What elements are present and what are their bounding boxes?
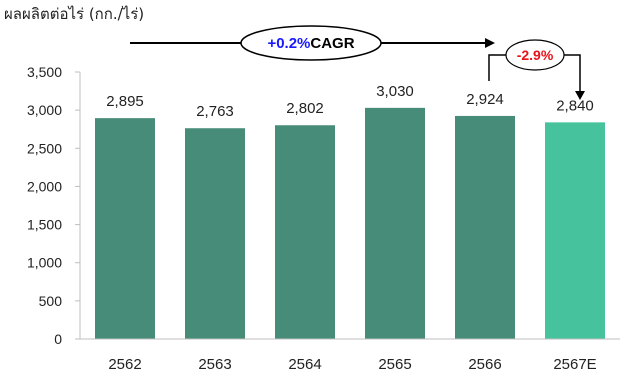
y-axis: 0 500 1,000 1,500 2,000 2,500 3,000 3,500: [27, 64, 81, 347]
x-tick-label-2565: 2565: [378, 356, 411, 373]
y-tick-label: 2,500: [27, 140, 62, 156]
x-tick-label-2563: 2563: [198, 356, 231, 373]
cagr-value: +0.2%: [267, 35, 310, 52]
cagr-annotation: +0.2%CAGR: [130, 25, 495, 61]
y-tick-label: 2,000: [27, 178, 62, 194]
x-axis: 2562 2563 2564 2565 2566 2567E: [80, 338, 620, 373]
data-label-2564: 2,802: [286, 100, 324, 117]
x-tick-label-2562: 2562: [108, 356, 141, 373]
data-label-2566: 2,924: [466, 91, 504, 108]
change-annotation: -2.9%: [488, 39, 585, 100]
y-tick-label: 3,000: [27, 102, 62, 118]
x-tick-label-2566: 2566: [468, 356, 501, 373]
change-arrow-head: [575, 91, 585, 100]
cagr-oval: [240, 25, 382, 61]
data-label-2562: 2,895: [106, 93, 144, 110]
data-label-2567E: 2,840: [556, 97, 594, 114]
y-tick-label: 1,500: [27, 217, 62, 233]
y-tick-label: 3,500: [27, 64, 62, 80]
x-tick-label-2567E: 2567E: [553, 356, 596, 373]
y-tick-label: 500: [39, 293, 63, 309]
bar-2563: [185, 128, 245, 339]
bar-2567E: [545, 122, 605, 339]
change-oval: [505, 39, 565, 71]
cagr-label: CAGR: [310, 35, 354, 52]
data-label-2565: 3,030: [376, 83, 414, 100]
bars: [95, 107, 605, 340]
bar-2565: [365, 107, 425, 340]
data-labels: 2,895 2,763 2,802 3,030 2,924 2,840: [106, 83, 594, 120]
change-value: -2.9%: [517, 47, 554, 63]
data-label-2563: 2,763: [196, 103, 234, 120]
x-tick-label-2564: 2564: [288, 356, 321, 373]
y-axis-title: ผลผลิตต่อไร่ (กก./ไร่): [4, 5, 145, 23]
bar-2566: [455, 115, 515, 339]
cagr-arrow-head: [485, 38, 495, 48]
y-tick-label: 0: [54, 331, 62, 347]
bar-2562: [95, 118, 155, 339]
cagr-text: +0.2%CAGR: [267, 35, 354, 52]
y-tick-label: 1,000: [27, 255, 62, 271]
bar-2564: [275, 125, 335, 339]
